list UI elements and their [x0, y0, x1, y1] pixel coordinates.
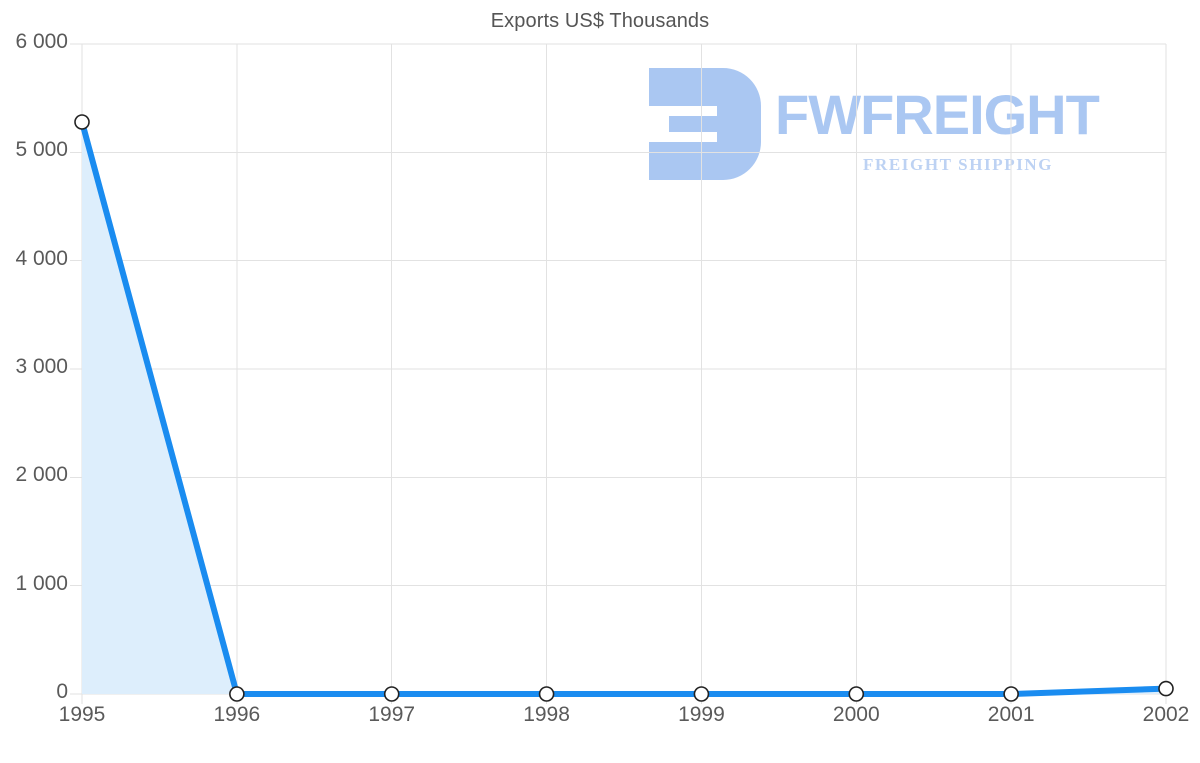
data-point-marker[interactable]	[538, 686, 555, 702]
y-axis-tick-label: 1 000	[15, 571, 68, 595]
x-axis-tick-label: 1999	[678, 703, 725, 726]
x-axis-tick-label: 2002	[1142, 703, 1190, 726]
x-axis-tick-label: 1997	[368, 703, 416, 726]
data-point-marker[interactable]	[693, 686, 710, 702]
data-point-marker[interactable]	[1003, 686, 1019, 702]
data-point-marker[interactable]	[229, 686, 245, 702]
x-axis-tick-label: 1996	[213, 703, 261, 726]
x-axis-tick-label: 1995	[58, 703, 106, 726]
x-axis-tick-label: 2001	[987, 703, 1035, 726]
x-axis-tick-label: 1998	[523, 703, 570, 726]
data-line	[79, 119, 1169, 697]
area-fill	[82, 122, 1166, 694]
y-axis-tick-label: 5 000	[15, 138, 68, 162]
vertical-gridlines	[81, 44, 1167, 704]
data-point-marker[interactable]	[848, 686, 865, 702]
y-axis-tick-label: 6 000	[15, 30, 68, 53]
horizontal-gridlines	[70, 43, 1166, 695]
y-axis-tick-label: 3 000	[15, 355, 68, 378]
data-point-markers	[74, 114, 1174, 702]
data-point-marker[interactable]	[1158, 680, 1174, 697]
y-axis-tick-label: 4 000	[15, 246, 68, 270]
chart-title: Exports US$ Thousands	[490, 10, 710, 32]
x-axis-tick-label: 2000	[832, 703, 880, 726]
y-axis-tick-label: 0	[56, 680, 68, 703]
data-point-marker[interactable]	[74, 114, 90, 130]
y-axis-tick-label: 2 000	[15, 463, 68, 487]
data-point-marker[interactable]	[383, 686, 400, 702]
